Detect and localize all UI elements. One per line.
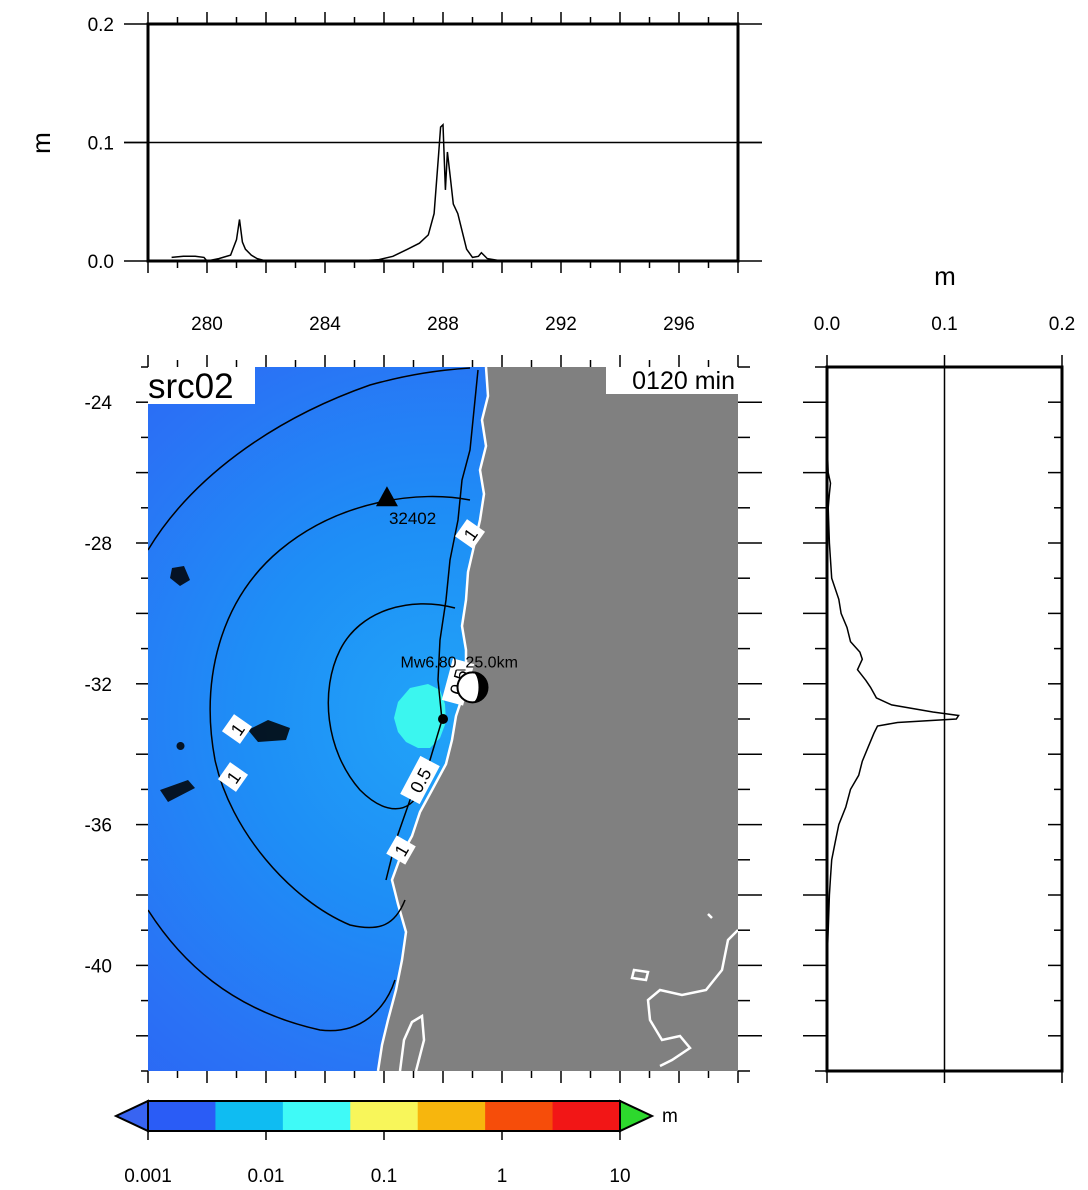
colorbar-ticks: 0.001 0.01 0.1 1 10 xyxy=(124,1131,631,1187)
colorbar-segment xyxy=(485,1101,554,1131)
side-x-tick-label: 0.1 xyxy=(931,314,957,335)
top-profile-series-line xyxy=(171,122,679,262)
epicenter-label: Mw6.80_25.0km xyxy=(401,654,518,671)
time-label: 0120 min xyxy=(632,367,735,395)
top-x-tick-label: 280 xyxy=(191,314,223,335)
station-label: 32402 xyxy=(389,509,436,528)
contour-label: 1 xyxy=(221,714,253,744)
contour-label-box xyxy=(454,519,486,549)
colorbar-segment xyxy=(417,1101,486,1131)
colorbar-segments xyxy=(148,1101,621,1131)
colorbar-segment xyxy=(148,1101,216,1131)
time-label-box xyxy=(606,364,740,394)
map-y-tick-label: -32 xyxy=(85,675,112,696)
beachball-icon xyxy=(456,671,489,704)
top-x-tick-label: 288 xyxy=(427,314,459,335)
top-x-tick-label: 292 xyxy=(545,314,577,335)
top-profile-ylabel: m xyxy=(26,132,56,154)
contour-label: 1 xyxy=(386,835,416,865)
side-profile-x-ticks: 0.0 0.1 0.2 xyxy=(814,314,1075,1083)
colorbar: m 0.001 0.01 0.1 1 10 xyxy=(113,1099,678,1187)
side-x-tick-label: 0.0 xyxy=(814,314,840,335)
top-y-tick-label: 0.0 xyxy=(88,252,114,273)
colorbar-over-arrow xyxy=(619,1099,655,1133)
side-profile-y-ticks xyxy=(803,366,1062,1072)
contour-label-box xyxy=(400,755,440,805)
contour-label-box xyxy=(221,714,253,744)
map-title-box xyxy=(145,364,255,404)
top-profile-panel: m 0.0 0.1 0.2 280 284 288 292 296 xyxy=(26,12,762,335)
colorbar-tick-label: 0.001 xyxy=(124,1166,172,1187)
contour-label: 1 xyxy=(217,762,249,792)
colorbar-segment xyxy=(215,1101,284,1131)
top-profile-frame xyxy=(146,22,740,263)
south-coast-inlet xyxy=(398,1013,426,1071)
contour-label-box xyxy=(217,762,249,792)
contour-label: 0.5 xyxy=(400,755,440,805)
colorbar-tick-label: 10 xyxy=(609,1166,630,1187)
side-x-tick-label: 0.2 xyxy=(1049,314,1075,335)
contour-label: 1 xyxy=(454,519,486,549)
contour-1 xyxy=(209,495,471,929)
top-y-tick-label: 0.1 xyxy=(88,134,114,155)
map-y-ticks: -24 -28 -32 -36 -40 xyxy=(85,366,762,1072)
colorbar-unit: m xyxy=(662,1106,678,1127)
colorbar-segment xyxy=(552,1101,621,1131)
map-y-tick-label: -24 xyxy=(85,393,113,414)
contour-0.5 xyxy=(327,603,456,810)
top-profile-x-ticks: 280 284 288 292 296 xyxy=(147,12,739,335)
top-x-tick-label: 284 xyxy=(309,314,341,335)
top-x-tick-label: 296 xyxy=(663,314,695,335)
top-y-tick-label: 0.2 xyxy=(88,15,114,36)
side-profile-xlabel: m xyxy=(934,261,956,291)
map-title: src02 xyxy=(148,367,234,406)
side-profile-panel: m 0.0 0.1 0.2 xyxy=(803,261,1075,1083)
source-point-marker xyxy=(438,714,448,724)
land-area xyxy=(378,367,738,1071)
contour-outer xyxy=(148,367,471,1032)
colorbar-segment xyxy=(282,1101,351,1131)
colorbar-tick-label: 0.1 xyxy=(371,1166,397,1187)
map-y-tick-label: -36 xyxy=(85,816,112,837)
colorbar-segment xyxy=(350,1101,419,1131)
side-profile-series-line xyxy=(826,367,960,1071)
colorbar-tick-label: 0.01 xyxy=(248,1166,285,1187)
coastline xyxy=(376,367,490,1071)
colorbar-under-arrow xyxy=(113,1099,149,1133)
station-triangle-icon xyxy=(375,486,398,507)
colorbar-tick-label: 1 xyxy=(497,1166,508,1187)
top-profile-y-ticks: 0.0 0.1 0.2 xyxy=(88,15,762,273)
side-profile-frame xyxy=(825,365,1064,1073)
map-x-ticks xyxy=(147,355,739,1083)
south-islands xyxy=(630,913,738,1068)
map-y-tick-label: -40 xyxy=(85,956,112,977)
map-y-tick-label: -28 xyxy=(85,534,112,555)
contour-label-box xyxy=(386,835,416,865)
near-field-patch xyxy=(394,684,446,748)
